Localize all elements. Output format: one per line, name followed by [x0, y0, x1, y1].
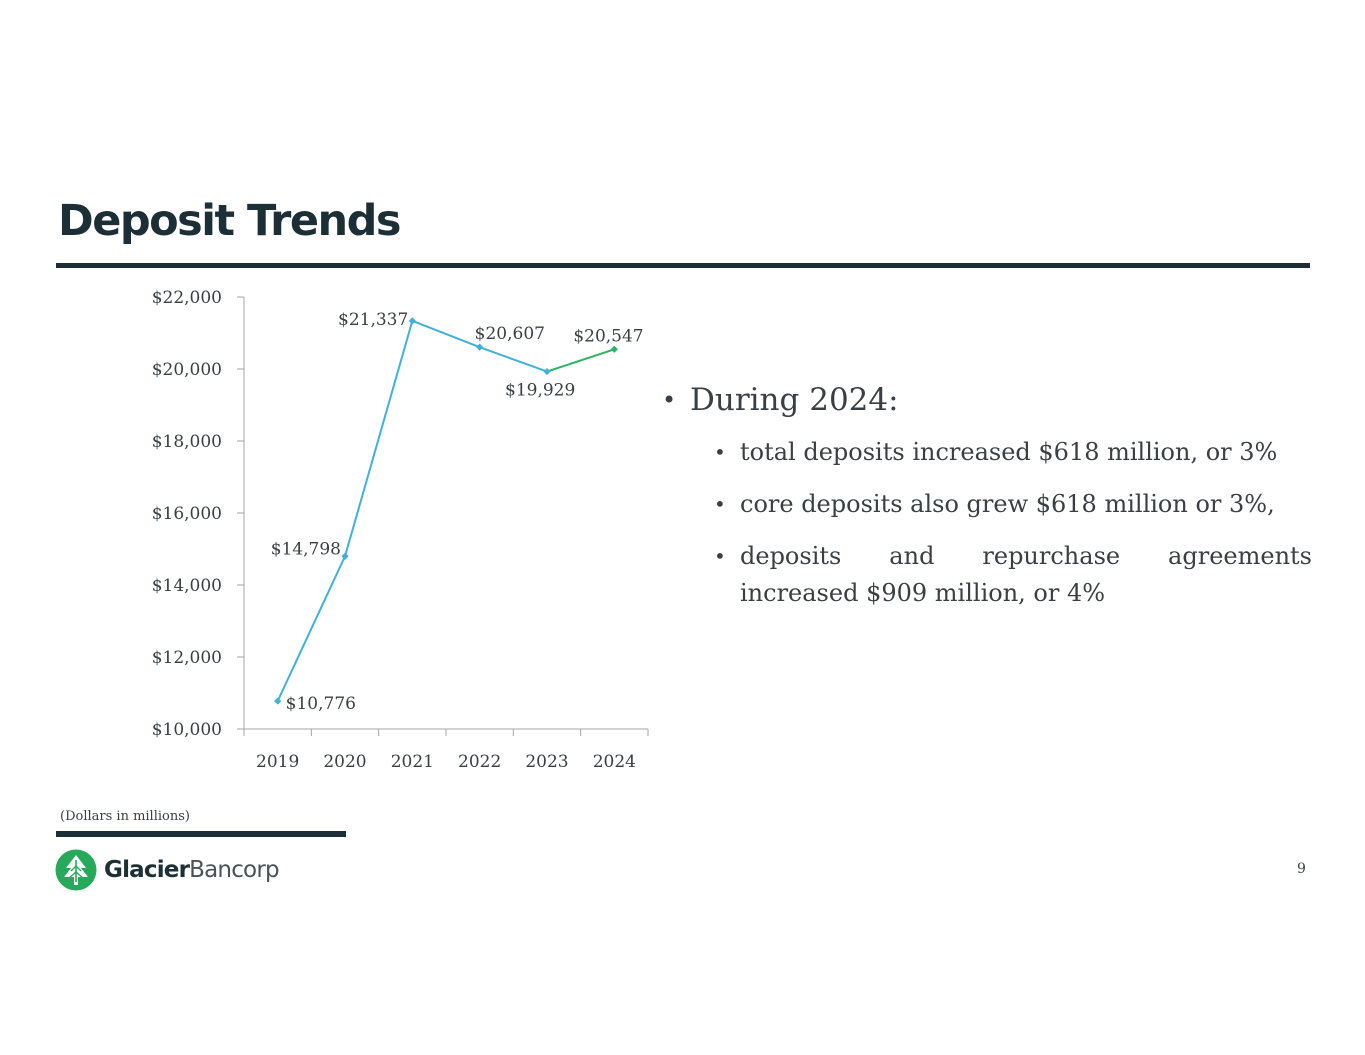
data-label: $20,547: [573, 326, 643, 346]
data-label: $21,337: [338, 310, 408, 330]
y-tick-label: $18,000: [152, 432, 222, 452]
data-label: $19,929: [505, 381, 575, 401]
company-logo: GlacierBancorp: [55, 849, 280, 891]
data-point: [476, 343, 484, 351]
data-label: $20,607: [475, 324, 545, 344]
data-label: $10,776: [286, 694, 356, 714]
x-tick-label: 2019: [256, 752, 299, 772]
data-point: [610, 345, 618, 353]
logo-wordmark: GlacierBancorp: [104, 857, 280, 883]
x-tick-label: 2024: [593, 752, 636, 772]
x-axis: 2019 2020 2021 2022 2023 2024: [243, 728, 649, 772]
bullet-core-deposits: core deposits also grew $618 million or …: [660, 486, 1312, 523]
y-tick-label: $14,000: [152, 576, 222, 596]
y-axis: $10,000 $12,000 $14,000 $16,000 $18,000 $20,0…: [152, 288, 245, 740]
y-tick-label: $10,000: [152, 720, 222, 740]
x-tick-label: 2021: [391, 752, 434, 772]
x-tick-label: 2020: [323, 752, 366, 772]
footer-divider: [56, 831, 346, 837]
title-divider: [56, 263, 1310, 268]
bullet-heading: During 2024:: [660, 380, 1312, 420]
logo-word-bancorp: Bancorp: [189, 857, 279, 883]
footnote: (Dollars in millions): [60, 809, 190, 824]
data-point: [274, 697, 282, 705]
page-number: 9: [1297, 861, 1306, 877]
data-labels: $10,776 $14,798 $21,337 $20,607 $19,929 $20,5…: [271, 310, 644, 714]
logo-word-glacier: Glacier: [104, 857, 190, 883]
y-tick-label: $22,000: [152, 288, 222, 308]
x-tick-label: 2022: [458, 752, 501, 772]
y-tick-label: $20,000: [152, 360, 222, 380]
slide-title: Deposit Trends: [58, 196, 402, 246]
data-point: [408, 317, 416, 325]
summary-bullets: During 2024: total deposits increased $6…: [660, 380, 1312, 627]
y-tick-label: $12,000: [152, 648, 222, 668]
series-line: [276, 319, 548, 702]
data-label: $14,798: [271, 539, 341, 559]
bullet-total-deposits: total deposits increased $618 million, o…: [660, 434, 1312, 471]
deposits-series: [274, 317, 618, 705]
deposit-line-chart: $10,000 $12,000 $14,000 $16,000 $18,000 $20,0…: [152, 288, 649, 772]
pine-tree-icon: [55, 849, 97, 891]
bullet-repurchase-agreements: deposits and repurchase agreements incre…: [660, 538, 1312, 612]
y-tick-label: $16,000: [152, 504, 222, 524]
data-point: [341, 552, 349, 560]
x-tick-label: 2023: [525, 752, 568, 772]
data-point: [543, 367, 551, 376]
series-line-2024: [546, 348, 615, 373]
